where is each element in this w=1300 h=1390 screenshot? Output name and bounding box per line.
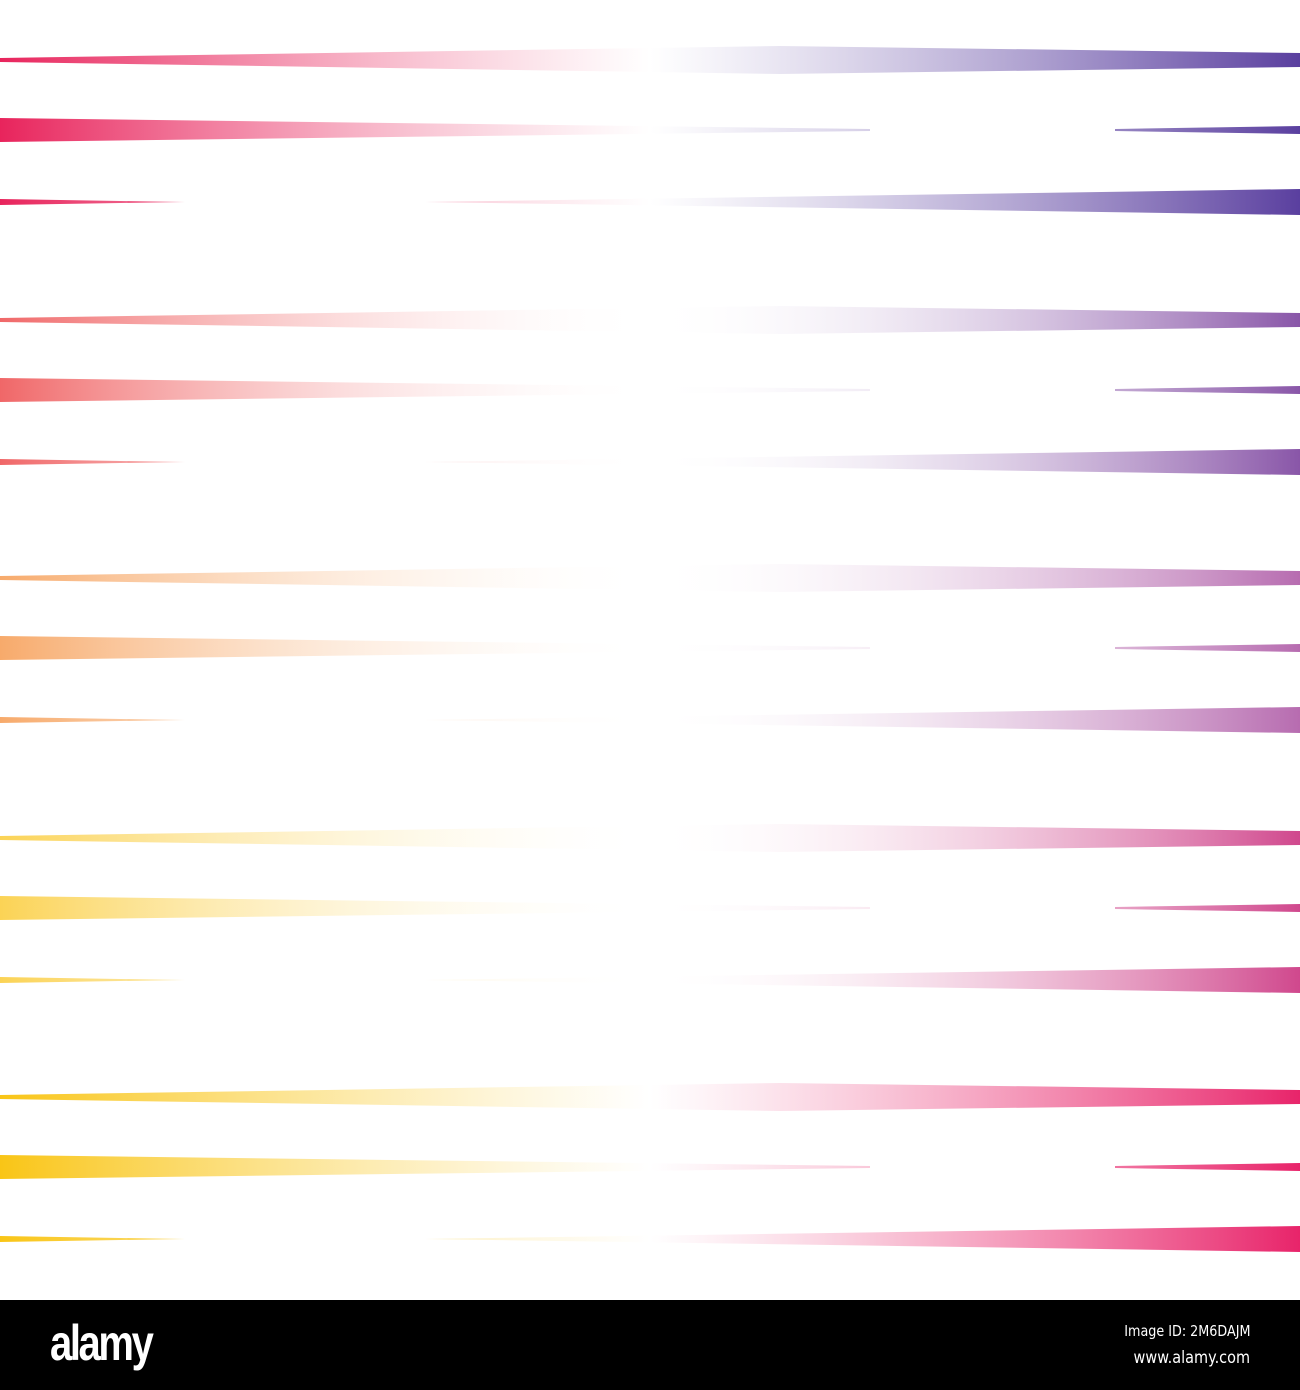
gradient-speed-lines (0, 46, 1300, 1252)
speed-line (425, 707, 1300, 733)
speed-line (1115, 126, 1300, 134)
speed-line (425, 967, 1300, 993)
speed-line (0, 636, 870, 660)
image-id: Image ID: 2M6DAJM (1123, 1322, 1250, 1340)
speed-line (0, 306, 1300, 334)
speed-line (0, 118, 870, 142)
speed-line (425, 449, 1300, 475)
speed-line (0, 564, 1300, 592)
speed-line (0, 1155, 870, 1179)
speed-line (0, 459, 185, 465)
speed-line (1115, 386, 1300, 394)
website-link: www.alamy.com (1133, 1348, 1250, 1368)
speed-line (425, 1226, 1300, 1252)
speed-line (0, 1083, 1300, 1111)
speed-line (0, 378, 870, 402)
speed-line (0, 896, 870, 920)
speed-line (0, 199, 185, 205)
speed-line (0, 977, 185, 983)
speed-line (0, 46, 1300, 74)
speed-line (1115, 644, 1300, 652)
watermark-bar: alamy Image ID: 2M6DAJM www.alamy.com (0, 1300, 1300, 1390)
speed-line (1115, 1163, 1300, 1171)
speed-line (1115, 904, 1300, 912)
speed-line (0, 824, 1300, 852)
alamy-logo: alamy (50, 1315, 154, 1371)
speed-line (425, 189, 1300, 215)
speed-line (0, 1236, 185, 1242)
speed-line (0, 717, 185, 723)
